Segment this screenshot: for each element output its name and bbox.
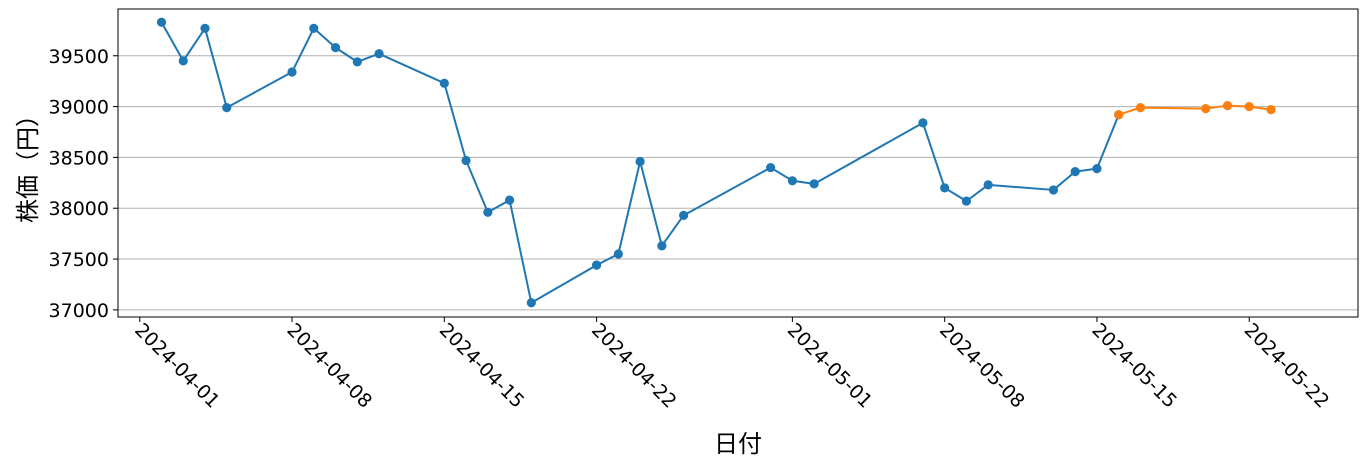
data-point: [504, 195, 515, 205]
y-tick-label: 38000: [49, 198, 109, 220]
y-tick-label: 38500: [49, 147, 109, 169]
data-point: [766, 162, 776, 173]
grid-lines: [118, 55, 1358, 311]
data-point: [287, 67, 297, 77]
data-point: [461, 155, 471, 166]
data-point: [309, 23, 319, 33]
series-1: [1114, 100, 1276, 120]
x-tick-label: 2024-05-01: [783, 319, 877, 413]
data-point: [983, 180, 993, 190]
data-point: [1266, 105, 1276, 115]
data-point: [591, 260, 602, 270]
data-point: [1114, 110, 1124, 120]
data-point: [787, 176, 797, 186]
x-tick-label: 2024-05-08: [935, 319, 1029, 413]
x-axis-label: 日付: [714, 430, 762, 458]
data-point: [809, 179, 819, 189]
data-point: [1135, 103, 1146, 113]
data-point: [1222, 100, 1233, 111]
data-point: [178, 56, 188, 66]
data-point: [961, 196, 972, 206]
data-point: [330, 43, 341, 53]
x-tick-label: 2024-04-01: [130, 319, 224, 413]
data-point: [613, 249, 623, 259]
data-point: [1244, 101, 1254, 112]
y-tick-label: 37000: [49, 300, 109, 322]
y-tick-label: 39500: [49, 46, 109, 68]
plot-frame: [117, 8, 1359, 318]
y-axis: 37000 37500 38000 38500 39000 39500: [49, 46, 118, 322]
y-tick-label: 39000: [49, 97, 109, 119]
x-tick-label: 2024-04-22: [587, 319, 681, 413]
x-tick-label: 2024-05-22: [1240, 319, 1334, 413]
x-tick-label: 2024-04-15: [435, 319, 529, 413]
y-tick-label: 37500: [49, 249, 109, 271]
data-point: [483, 207, 493, 217]
data-point: [1048, 185, 1059, 195]
data-point: [222, 103, 232, 113]
data-point: [1070, 167, 1080, 177]
data-point: [156, 17, 167, 27]
data-point: [918, 118, 928, 128]
data-point: [635, 156, 645, 167]
data-point: [1092, 163, 1102, 174]
y-axis-label: 株価（円）: [14, 103, 42, 223]
x-tick-label: 2024-05-15: [1087, 319, 1181, 413]
x-tick-label: 2024-04-08: [282, 319, 376, 413]
series-layer: [156, 17, 1276, 308]
data-point: [200, 23, 210, 33]
data-point: [679, 210, 689, 220]
data-point: [657, 241, 667, 251]
data-point: [374, 49, 384, 59]
data-point: [439, 78, 449, 88]
data-point: [352, 57, 362, 67]
data-point: [1201, 104, 1211, 114]
data-point: [526, 298, 536, 308]
data-point: [940, 183, 950, 193]
x-axis: 2024-04-01 2024-04-08 2024-04-15 2024-04-22…: [130, 317, 1333, 413]
series-0: [156, 17, 1124, 308]
